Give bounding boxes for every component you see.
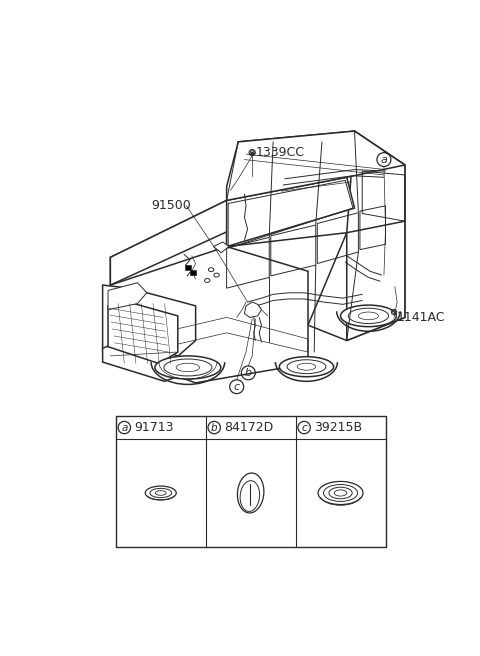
Polygon shape bbox=[108, 283, 147, 310]
Text: a: a bbox=[381, 155, 387, 165]
Bar bbox=[185, 265, 191, 270]
Polygon shape bbox=[227, 177, 355, 247]
Text: 39215B: 39215B bbox=[314, 421, 362, 434]
Text: a: a bbox=[121, 422, 128, 432]
Text: c: c bbox=[234, 382, 240, 392]
Polygon shape bbox=[110, 200, 238, 285]
Polygon shape bbox=[214, 242, 229, 253]
Polygon shape bbox=[244, 302, 262, 318]
Text: c: c bbox=[301, 422, 307, 432]
Text: 1339CC: 1339CC bbox=[255, 146, 304, 159]
Text: b: b bbox=[245, 368, 252, 378]
Polygon shape bbox=[110, 247, 308, 383]
Bar bbox=[116, 416, 385, 547]
Polygon shape bbox=[347, 221, 405, 340]
Ellipse shape bbox=[340, 305, 396, 327]
Text: 84172D: 84172D bbox=[224, 421, 274, 434]
Text: 91713: 91713 bbox=[134, 421, 174, 434]
Polygon shape bbox=[227, 131, 405, 247]
Polygon shape bbox=[227, 131, 405, 200]
Polygon shape bbox=[308, 131, 405, 340]
Text: b: b bbox=[211, 422, 217, 432]
Polygon shape bbox=[110, 200, 227, 318]
Polygon shape bbox=[108, 302, 178, 363]
Polygon shape bbox=[103, 285, 196, 371]
Text: 1141AC: 1141AC bbox=[397, 311, 445, 324]
Text: 91500: 91500 bbox=[152, 199, 191, 213]
Ellipse shape bbox=[155, 356, 221, 379]
Ellipse shape bbox=[279, 357, 334, 377]
Polygon shape bbox=[103, 339, 196, 381]
Bar bbox=[190, 270, 196, 275]
